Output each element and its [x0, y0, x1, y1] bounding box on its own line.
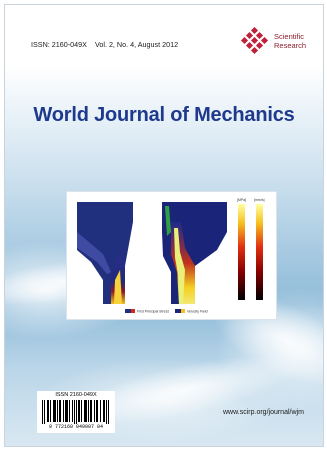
barcode-bars: [42, 400, 109, 424]
barcode-digits: 9 772160 049007 04: [48, 424, 103, 430]
legend-left-text: First Principal Stress: [137, 310, 169, 314]
diamond-logo-icon: [240, 27, 269, 55]
legend-right-text: Velocity Field: [187, 310, 208, 314]
publisher-name: Scientific Research: [274, 32, 306, 50]
barcode: ISSN 2160-049X 9 772160 049007 04: [37, 391, 115, 433]
volume-text: Vol. 2, No. 4, August 2012: [94, 40, 179, 49]
barcode-issn: ISSN 2160-049X: [55, 392, 97, 398]
issn-volume-line: ISSN: 2160-049X Vol. 2, No. 4, August 201…: [31, 40, 178, 49]
journal-website: www.scirp.org/journal/wjm: [223, 409, 304, 416]
colorbar-right-label: [mm/s]: [254, 198, 265, 202]
colorbar-left-label: [MPa]: [237, 198, 246, 202]
cover-figure: [MPa] [mm/s] First Principal Stress Velo…: [66, 191, 277, 320]
issn-text: ISSN: 2160-049X: [31, 40, 87, 49]
stress-velocity-simulation: [MPa] [mm/s] First Principal Stress Velo…: [67, 192, 276, 319]
publisher-line1: Scientific: [274, 32, 305, 41]
publisher-line2: Research: [274, 41, 307, 50]
journal-cover: ISSN: 2160-049X Vol. 2, No. 4, August 201…: [4, 4, 324, 447]
publisher-logo: Scientific Research: [238, 27, 318, 57]
journal-title: World Journal of Mechanics: [33, 104, 295, 126]
